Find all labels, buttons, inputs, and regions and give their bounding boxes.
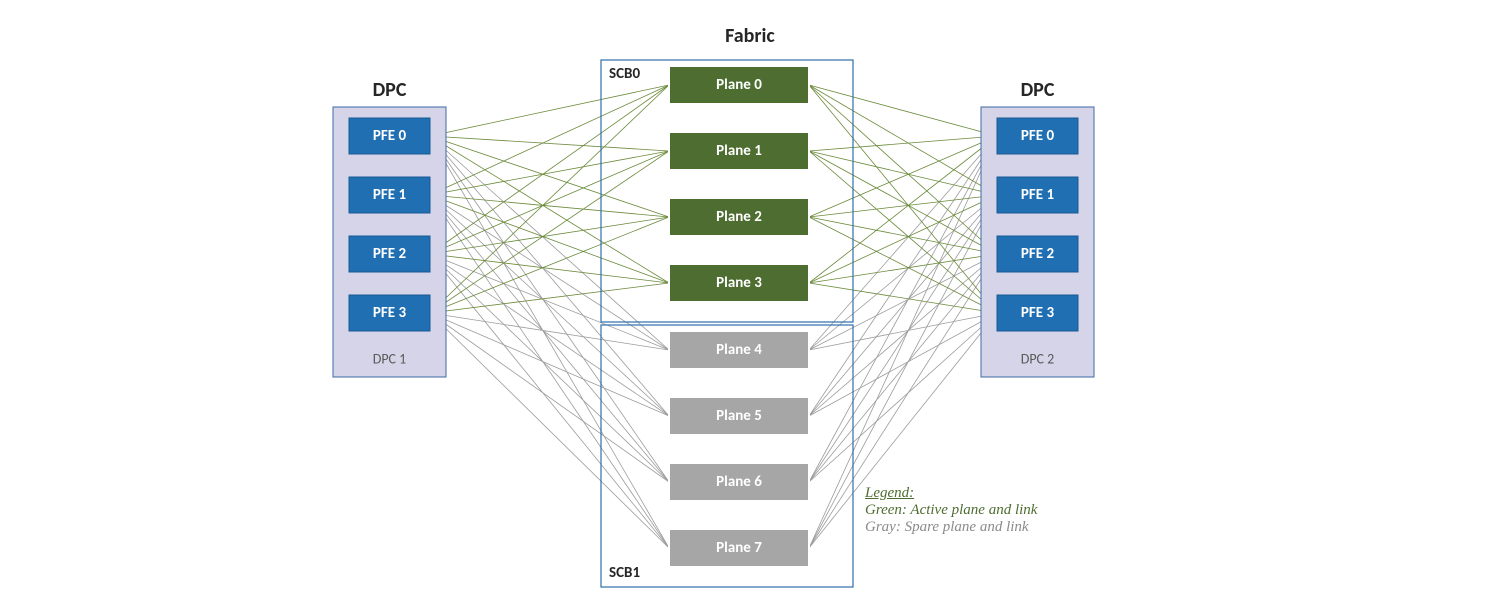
link-left-p0-pl5 [430,136,669,416]
link-left-p0-pl1 [430,136,669,151]
scb1-plane-3-label: Plane 7 [716,539,762,557]
link-left-p1-pl5 [430,195,669,416]
link-left-p0-pl3 [430,136,669,283]
scb0-label: SCB0 [609,65,640,83]
dpc-left-pfe-1-label: PFE 1 [373,186,407,204]
link-left-p3-pl1 [430,151,669,313]
link-left-p1-pl4 [430,195,669,350]
link-right-p0-pl5 [809,136,997,416]
scb0-plane-1-label: Plane 1 [716,142,762,160]
link-right-p0-pl4 [809,136,997,350]
link-left-p0-pl2 [430,136,669,217]
link-right-p0-pl7 [809,136,997,548]
link-left-p1-pl3 [430,195,669,283]
link-left-p3-pl2 [430,217,669,313]
scb0-plane-0-label: Plane 0 [716,76,762,94]
dpc-left-pfe-0-label: PFE 0 [373,127,407,145]
fabric-diagram: SCB0 SCB1 Plane 0 Plane 1 Plane 2 Plane 3 Plan… [0,0,1500,604]
link-left-p3-pl4 [430,313,669,350]
boxes-layer: SCB0 SCB1 Plane 0 Plane 1 Plane 2 Plane 3 Plan… [333,60,1094,587]
link-right-p1-pl0 [809,85,997,195]
scb1-plane-2-label: Plane 6 [716,473,762,491]
scb0-plane-3-label: Plane 3 [716,274,762,292]
dpc-right-pfe-3-label: PFE 3 [1021,304,1055,322]
scb1-plane-0-label: Plane 4 [716,341,762,359]
link-right-p1-pl4 [809,195,997,350]
link-left-p0-pl4 [430,136,669,350]
dpc-left-sublabel: DPC 1 [373,351,407,368]
dpc-right-pfe-1-label: PFE 1 [1021,186,1055,204]
dpc-right-sublabel: DPC 2 [1021,351,1055,368]
link-right-p3-pl2 [809,217,997,313]
scb0-plane-2-label: Plane 2 [716,208,762,226]
link-left-p0-pl7 [430,136,669,548]
dpc-left-pfe-3-label: PFE 3 [373,304,407,322]
dpc-left-pfe-2-label: PFE 2 [373,245,407,263]
link-right-p1-pl7 [809,195,997,548]
scb1-plane-1-label: Plane 5 [716,407,762,425]
link-right-p0-pl1 [809,136,997,151]
link-right-p1-pl2 [809,195,997,217]
link-left-p2-pl1 [430,151,669,254]
link-right-p3-pl4 [809,313,997,350]
scb1-label: SCB1 [609,564,640,582]
link-left-p2-pl2 [430,217,669,254]
link-left-p1-pl2 [430,195,669,217]
link-right-p0-pl3 [809,136,997,283]
dpc-right-pfe-2-label: PFE 2 [1021,245,1055,263]
link-left-p1-pl7 [430,195,669,548]
link-left-p1-pl0 [430,85,669,195]
link-right-p0-pl2 [809,136,997,217]
dpc-right-pfe-0-label: PFE 0 [1021,127,1055,145]
link-right-p2-pl1 [809,151,997,254]
link-right-p3-pl1 [809,151,997,313]
link-left-p2-pl6 [430,254,669,482]
link-right-p2-pl2 [809,217,997,254]
